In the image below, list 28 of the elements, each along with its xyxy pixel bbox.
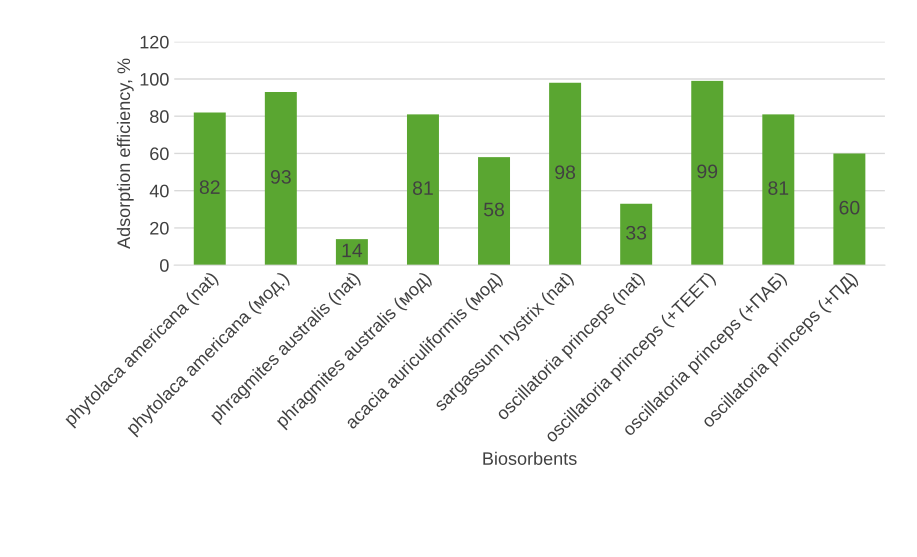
y-tick-label: 40 (150, 184, 169, 198)
data-label: 14 (342, 244, 362, 258)
bar (620, 204, 652, 266)
data-label: 33 (626, 226, 646, 240)
bar (406, 114, 439, 266)
y-tick-label: 80 (150, 110, 169, 123)
bar (833, 153, 866, 266)
data-label: 99 (697, 164, 718, 178)
data-label: 98 (555, 165, 576, 180)
y-axis-title: Adsorption efficiency, % (116, 58, 134, 249)
bar (264, 92, 297, 266)
data-label: 58 (484, 202, 504, 216)
bar (194, 112, 226, 266)
data-label: 81 (768, 181, 788, 195)
x-axis-title: Biosorbents (483, 452, 577, 465)
bar (762, 114, 794, 266)
data-label: 93 (270, 170, 291, 184)
bar (549, 82, 582, 266)
bar (478, 157, 510, 266)
data-label: 60 (840, 200, 860, 215)
y-tick-label: 120 (140, 36, 169, 48)
data-label: 81 (413, 181, 433, 195)
y-tick-label: 0 (160, 259, 169, 272)
y-tick-label: 60 (150, 147, 169, 160)
y-tick-label: 100 (140, 72, 169, 86)
y-tick-label: 20 (150, 222, 169, 235)
bar (691, 80, 724, 266)
data-label: 82 (200, 180, 220, 194)
